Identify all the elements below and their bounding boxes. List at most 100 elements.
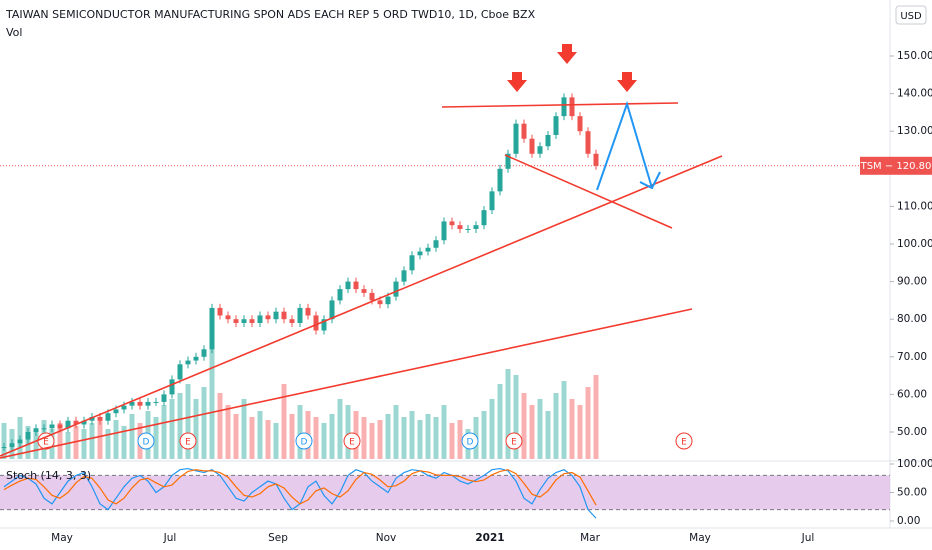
- candle-body: [73, 420, 79, 425]
- candle-body: [409, 255, 415, 271]
- candle-body: [377, 300, 383, 305]
- candle-body: [265, 315, 271, 320]
- candle-body: [273, 311, 279, 320]
- candle-body: [569, 97, 575, 117]
- candle-body: [137, 401, 143, 406]
- volume-bar: [417, 420, 423, 459]
- volume-bar: [361, 417, 367, 459]
- volume-bar: [385, 414, 391, 459]
- candle-body: [329, 300, 335, 320]
- volume-bar: [153, 417, 159, 459]
- candle-body: [209, 307, 215, 350]
- candle-body: [337, 289, 343, 301]
- candle-body: [169, 379, 175, 395]
- candle-body: [281, 311, 287, 320]
- projection-arrow: [596, 100, 653, 191]
- candle-body: [313, 315, 319, 331]
- volume-bar: [321, 423, 327, 459]
- volume-bar: [401, 417, 407, 459]
- candle-body: [457, 225, 463, 229]
- event-marker: [343, 432, 361, 450]
- candle-body: [345, 281, 351, 290]
- x-tick-label: Jul: [801, 532, 815, 544]
- candle-body: [449, 221, 455, 226]
- event-marker: [505, 432, 523, 450]
- candle-body: [393, 281, 399, 297]
- candle-body: [305, 307, 311, 316]
- event-label: D: [467, 438, 474, 448]
- volume-bar: [209, 345, 215, 459]
- candle-body: [105, 413, 111, 421]
- volume-bar: [521, 393, 527, 459]
- volume-bar: [569, 399, 575, 459]
- volume-bar: [65, 432, 71, 459]
- candle-body: [193, 356, 199, 361]
- arrow-head: [639, 171, 661, 190]
- volume-bar: [265, 420, 271, 459]
- volume-bar: [513, 375, 519, 459]
- candle-body: [121, 405, 127, 410]
- candle-body: [57, 424, 63, 429]
- volume-bar: [129, 414, 135, 459]
- candle-body: [89, 416, 95, 421]
- y-tick-label: 100.00: [897, 238, 932, 250]
- candle-body: [321, 319, 327, 331]
- volume-bar: [441, 405, 447, 459]
- candle-body: [177, 364, 183, 380]
- event-label: D: [301, 438, 308, 448]
- x-tick-label: Jul: [163, 532, 177, 544]
- candle-body: [9, 443, 15, 448]
- volume-bar: [225, 405, 231, 459]
- event-label: D: [143, 438, 150, 448]
- trendline: [504, 154, 673, 229]
- candle-body: [65, 420, 71, 429]
- volume-bar: [489, 399, 495, 459]
- down-arrow: [617, 72, 637, 92]
- candle-body: [425, 247, 431, 252]
- candle-body: [481, 210, 487, 226]
- drawings: [0, 44, 723, 459]
- volume-bar: [297, 405, 303, 459]
- y-tick-label: 100.00: [897, 458, 932, 470]
- volume-bar: [545, 411, 551, 459]
- y-tick-label: 70.00: [897, 351, 927, 363]
- chart-title: TAIWAN SEMICONDUCTOR MANUFACTURING SPON …: [5, 8, 536, 21]
- y-tick-label: 140.00: [897, 88, 932, 100]
- volume-bar: [233, 414, 239, 459]
- volume-bar: [249, 417, 255, 459]
- volume-bar: [1, 423, 7, 459]
- stoch-band: [0, 475, 890, 510]
- volume-bar: [33, 432, 39, 459]
- event-label: E: [511, 438, 517, 448]
- candle-body: [577, 116, 583, 132]
- event-label: E: [349, 438, 355, 448]
- candle-body: [521, 123, 527, 139]
- volume-bar: [57, 423, 63, 459]
- candle-body: [401, 270, 407, 282]
- candle-body: [353, 281, 359, 290]
- volume-bar: [369, 423, 375, 459]
- currency-box[interactable]: [895, 5, 927, 25]
- candle-body: [1, 447, 7, 449]
- volume-bar: [585, 387, 591, 459]
- volume-bar: [89, 423, 95, 459]
- candle-body: [513, 123, 519, 154]
- price-tag-label: TSM − 120.80: [860, 161, 932, 172]
- down-arrow: [507, 72, 527, 92]
- volume-bar: [377, 420, 383, 459]
- y-tick-label: 80.00: [897, 313, 927, 325]
- volume-bar: [561, 381, 567, 459]
- candle-body: [17, 439, 23, 444]
- resistance-line: [441, 102, 679, 108]
- candle-body: [441, 221, 447, 241]
- volume-bar: [433, 417, 439, 459]
- y-tick-label: 50.00: [897, 426, 927, 438]
- candle-body: [161, 394, 167, 402]
- candle-body: [385, 296, 391, 305]
- volume-bar: [193, 399, 199, 459]
- volume-bar: [113, 420, 119, 459]
- candle-body: [561, 97, 567, 117]
- candle-body: [41, 428, 47, 430]
